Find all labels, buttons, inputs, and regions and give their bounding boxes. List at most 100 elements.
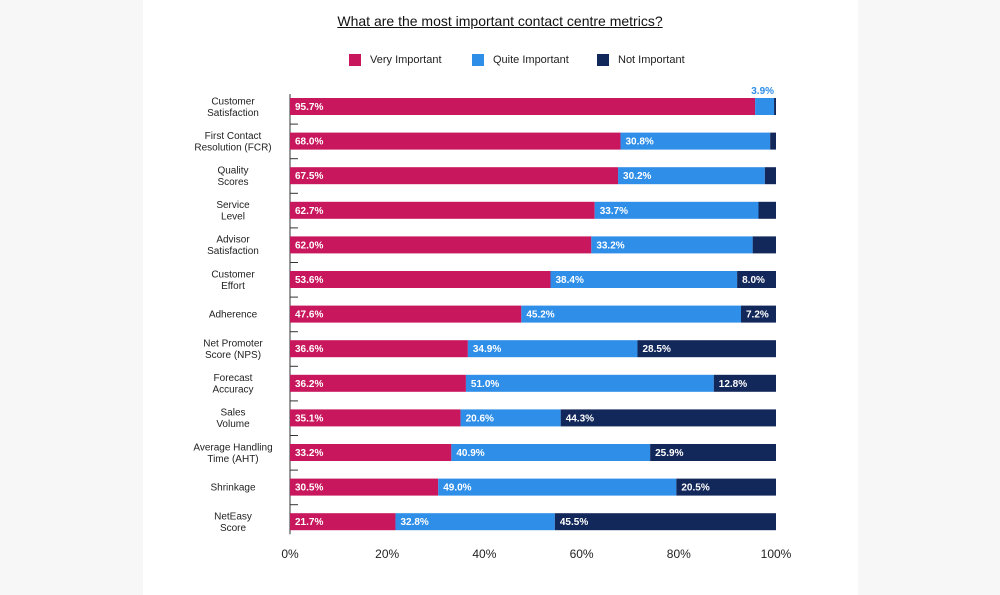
x-tick-label: 100% bbox=[761, 547, 792, 561]
bar-segment bbox=[290, 98, 756, 115]
category-label: Service Level bbox=[216, 200, 250, 223]
bar-segment bbox=[290, 513, 396, 531]
x-tick-label: 60% bbox=[570, 547, 594, 561]
category-label: Forecast Accuracy bbox=[212, 373, 253, 396]
data-label: 20.6% bbox=[466, 413, 494, 424]
legend-label-very-important: Very Important bbox=[370, 54, 442, 66]
category-label: First Contact Resolution (FCR) bbox=[194, 131, 271, 154]
x-tick-label: 40% bbox=[472, 547, 496, 561]
data-label: 51.0% bbox=[471, 379, 499, 390]
bar-segment bbox=[521, 305, 742, 323]
category-label: Quality Scores bbox=[217, 165, 248, 188]
category-label: Advisor Satisfaction bbox=[207, 235, 259, 258]
category-label: Shrinkage bbox=[210, 483, 255, 494]
data-label: 34.9% bbox=[473, 344, 501, 355]
bar-segment bbox=[650, 444, 776, 461]
bar-segment bbox=[752, 236, 776, 254]
category-label: Sales Volume bbox=[216, 408, 250, 431]
bar-segment bbox=[737, 271, 776, 288]
bar-segment bbox=[465, 374, 714, 392]
bar-segment bbox=[290, 271, 551, 288]
data-label: 36.6% bbox=[295, 344, 323, 355]
data-label: 45.2% bbox=[526, 310, 554, 321]
bar-segment bbox=[618, 167, 765, 185]
data-label: 20.5% bbox=[681, 483, 709, 494]
data-label: 7.2% bbox=[746, 310, 769, 321]
data-label: 38.4% bbox=[555, 275, 583, 286]
bar-segment bbox=[290, 201, 595, 219]
data-label: 95.7% bbox=[295, 102, 323, 113]
bar-segment bbox=[594, 201, 759, 219]
data-label: 67.5% bbox=[295, 171, 323, 182]
data-label: 30.5% bbox=[295, 483, 323, 494]
legend-label-not-important: Not Important bbox=[618, 54, 685, 66]
bar-segment bbox=[467, 340, 638, 358]
chart-title: What are the most important contact cent… bbox=[337, 13, 663, 29]
data-label: 33.2% bbox=[295, 448, 323, 459]
bar-segment bbox=[290, 167, 619, 185]
bar-segment bbox=[550, 271, 738, 288]
bar-segment bbox=[395, 513, 555, 531]
x-tick-label: 80% bbox=[667, 547, 691, 561]
data-label: 44.3% bbox=[566, 413, 594, 424]
legend-item-not-important: Not Important bbox=[597, 54, 685, 66]
data-label: 47.6% bbox=[295, 310, 323, 321]
legend-swatch-quite-important bbox=[472, 54, 484, 66]
data-label: 62.0% bbox=[295, 240, 323, 251]
data-label: 40.9% bbox=[456, 448, 484, 459]
bar-segment bbox=[451, 444, 651, 461]
bar-segment bbox=[438, 478, 677, 496]
data-label: 30.8% bbox=[625, 137, 653, 148]
data-label: 32.8% bbox=[400, 517, 428, 528]
category-label: Average Handling Time (AHT) bbox=[193, 442, 272, 465]
category-label: NetEasy Score bbox=[214, 511, 252, 534]
data-label: 62.7% bbox=[295, 206, 323, 217]
legend-swatch-very-important bbox=[349, 54, 361, 66]
category-label: Net Promoter Score (NPS) bbox=[203, 338, 263, 361]
legend-label-quite-important: Quite Important bbox=[493, 54, 569, 66]
category-label: Customer Effort bbox=[211, 269, 255, 292]
bar-segment bbox=[713, 374, 776, 392]
bar-segment bbox=[741, 305, 776, 323]
legend-item-quite-important: Quite Important bbox=[472, 54, 569, 66]
bar-segment bbox=[591, 236, 753, 254]
x-tick-label: 0% bbox=[281, 547, 299, 561]
data-label: 12.8% bbox=[719, 379, 747, 390]
bar-segment bbox=[460, 409, 561, 427]
data-label: 25.9% bbox=[655, 448, 683, 459]
bar-segment bbox=[676, 478, 776, 496]
data-label: 3.9% bbox=[751, 86, 774, 97]
bar-segment bbox=[620, 132, 771, 150]
bar-segment bbox=[290, 340, 468, 358]
data-label: 21.7% bbox=[295, 517, 323, 528]
category-label: Adherence bbox=[209, 310, 258, 321]
category-label: Customer Satisfaction bbox=[207, 96, 259, 119]
data-label: 53.6% bbox=[295, 275, 323, 286]
bar-segment bbox=[290, 478, 439, 496]
bar-segment bbox=[290, 444, 452, 461]
data-label: 45.5% bbox=[560, 517, 588, 528]
bar-segment bbox=[764, 167, 776, 185]
bar-segment bbox=[637, 340, 776, 358]
data-label: 68.0% bbox=[295, 137, 323, 148]
bar-segment bbox=[774, 98, 776, 115]
bar-segment bbox=[770, 132, 776, 150]
legend-item-very-important: Very Important bbox=[349, 54, 442, 66]
x-tick-label: 20% bbox=[375, 547, 399, 561]
bar-segment bbox=[290, 132, 621, 150]
data-label: 33.7% bbox=[600, 206, 628, 217]
data-label: 36.2% bbox=[295, 379, 323, 390]
chart-legend: Very Important Quite Important Not Impor… bbox=[0, 54, 1000, 70]
bar-segment bbox=[290, 374, 466, 392]
data-label: 35.1% bbox=[295, 413, 323, 424]
bar-segment bbox=[554, 513, 776, 531]
data-label: 8.0% bbox=[742, 275, 765, 286]
data-label: 30.2% bbox=[623, 171, 651, 182]
bar-segment bbox=[290, 409, 461, 427]
data-label: 33.2% bbox=[596, 240, 624, 251]
bar-segment bbox=[290, 305, 522, 323]
legend-swatch-not-important bbox=[597, 54, 609, 66]
bar-segment bbox=[758, 201, 776, 219]
bar-segment bbox=[755, 98, 775, 115]
